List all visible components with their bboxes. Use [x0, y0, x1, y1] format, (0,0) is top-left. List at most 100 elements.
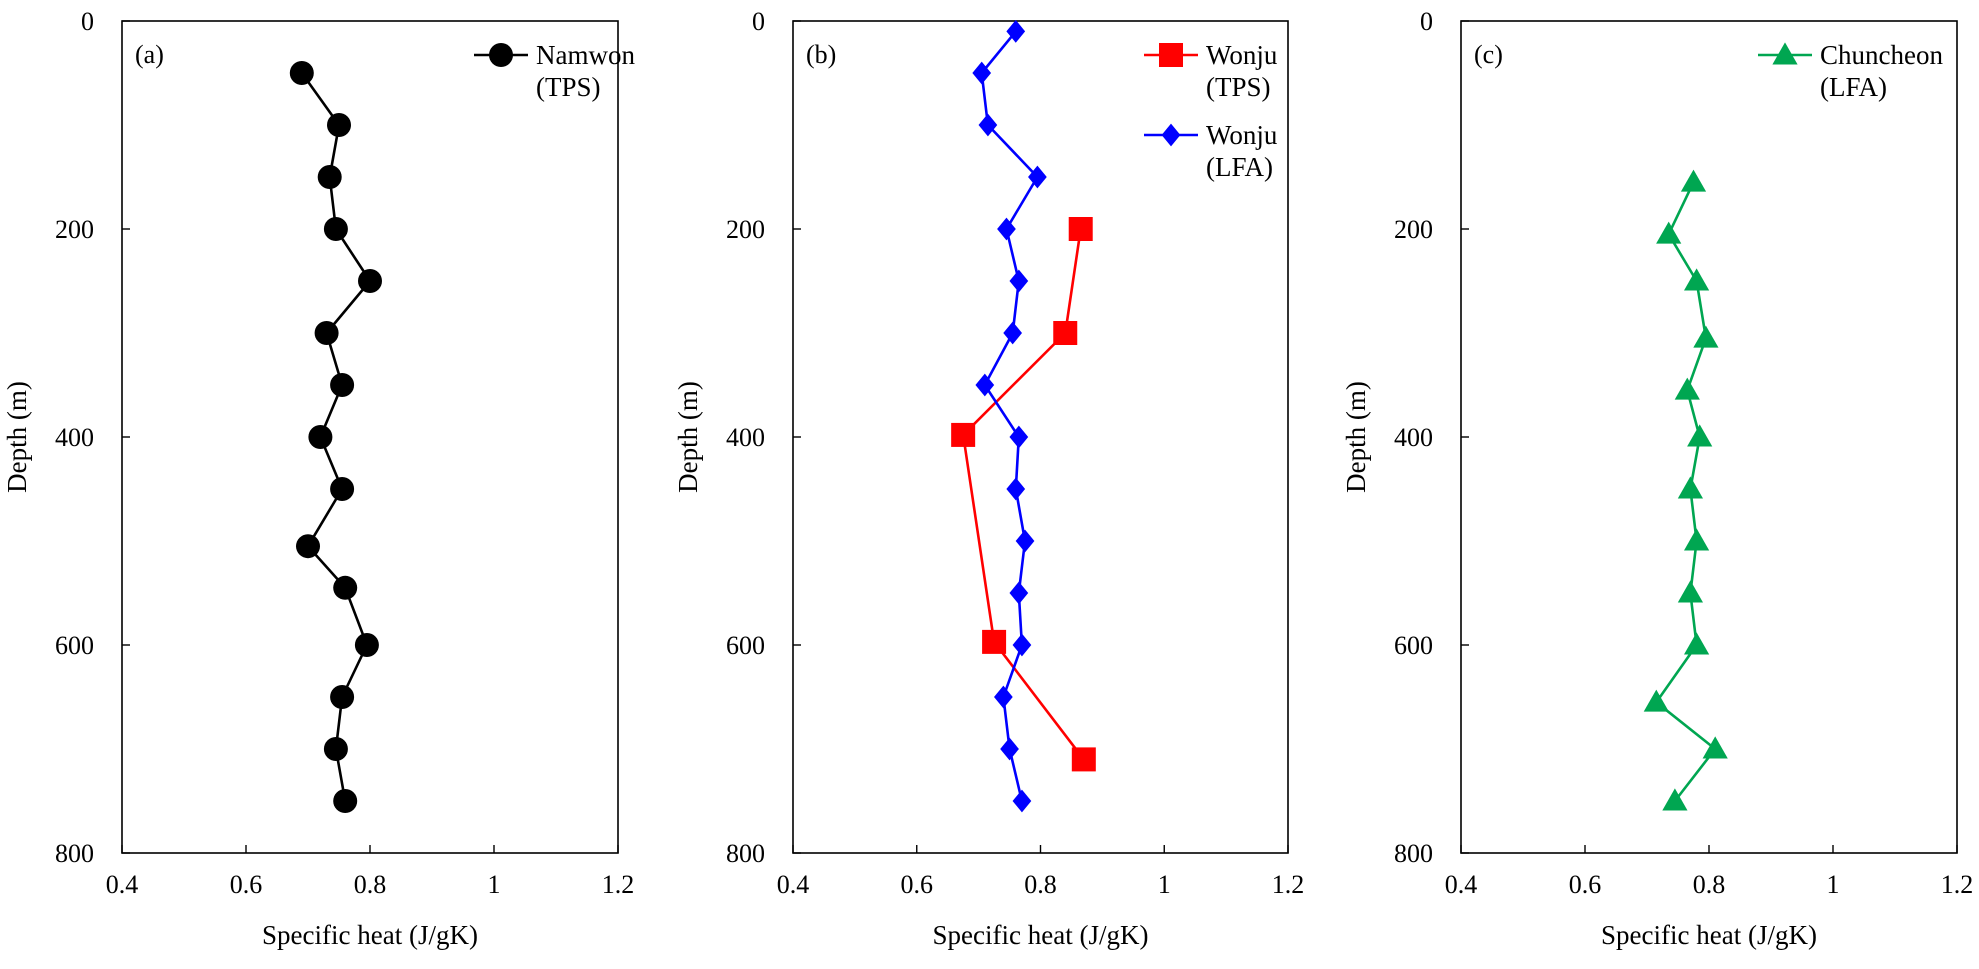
- legend-marker: [489, 43, 513, 67]
- data-point: [323, 737, 348, 761]
- data-point: [1053, 321, 1078, 345]
- data-point: [327, 113, 351, 137]
- y-tick-label: 200: [726, 215, 765, 244]
- legend-marker: [1772, 42, 1798, 65]
- data-point: [289, 61, 314, 85]
- data-point: [330, 685, 355, 709]
- data-point: [994, 685, 1013, 709]
- data-point: [358, 269, 382, 293]
- data-point: [982, 629, 1007, 654]
- y-axis-label: Depth (m): [673, 381, 703, 493]
- data-point: [314, 321, 339, 345]
- data-point: [1684, 528, 1710, 551]
- legend-label-sub: (LFA): [1206, 152, 1273, 182]
- x-tick-label: 0.4: [777, 870, 810, 899]
- data-point: [354, 633, 379, 657]
- y-tick-label: 200: [55, 215, 94, 244]
- legend-entry: Namwon(TPS): [474, 40, 635, 102]
- plot-frame: [121, 20, 619, 854]
- x-tick-label: 1: [1158, 870, 1171, 899]
- x-axis-label: Specific heat (J/gK): [933, 920, 1149, 950]
- data-point: [1028, 165, 1047, 189]
- x-tick-label: 0.8: [354, 870, 387, 899]
- chart-panel-1: 0.4 0.6 0.8 1 1.2 0 200 400 600 800 Specific heat …: [2, 7, 635, 950]
- data-point: [1003, 321, 1023, 345]
- y-tick-label: 600: [726, 631, 765, 660]
- data-point: [1656, 221, 1682, 244]
- data-point: [1687, 424, 1713, 447]
- data-point: [1006, 20, 1026, 43]
- y-tick-label: 800: [55, 839, 94, 868]
- series-square: [951, 217, 1096, 772]
- panel-label: (a): [135, 40, 164, 69]
- data-point: [1674, 377, 1700, 400]
- x-tick-label: 0.4: [1445, 870, 1478, 899]
- legend-label: Namwon: [536, 40, 635, 70]
- legend-marker: [1159, 43, 1183, 67]
- x-tick-label: 0.8: [1693, 870, 1726, 899]
- data-point: [951, 422, 976, 447]
- data-point: [1012, 633, 1032, 657]
- x-tick-label: 0.8: [1024, 870, 1057, 899]
- x-tick-label: 0.6: [1569, 870, 1602, 899]
- y-tick-label: 0: [752, 7, 765, 36]
- data-point: [978, 113, 998, 137]
- data-point: [1000, 737, 1019, 761]
- y-tick-label: 0: [81, 7, 94, 36]
- legend-label-sub: (TPS): [536, 72, 601, 102]
- y-tick-label: 400: [726, 423, 765, 452]
- y-tick-label: 600: [55, 631, 94, 660]
- data-point: [1643, 689, 1669, 712]
- data-point: [1009, 581, 1029, 605]
- data-point: [317, 165, 342, 189]
- data-point: [1015, 529, 1035, 553]
- y-tick-label: 0: [1420, 7, 1433, 36]
- data-point: [972, 61, 992, 85]
- chart-panel-2: 0.4 0.6 0.8 1 1.2 0 200 400 600 800 Specific heat …: [673, 7, 1304, 950]
- data-point: [997, 217, 1016, 241]
- panel-label: (c): [1474, 40, 1503, 69]
- y-tick-label: 800: [726, 839, 765, 868]
- y-tick-label: 800: [1394, 839, 1433, 868]
- x-axis-label: Specific heat (J/gK): [1601, 920, 1817, 950]
- legend-label: Chuncheon: [1820, 40, 1943, 70]
- chart-panel-3: 0.4 0.6 0.8 1 1.2 0 200 400 600 800 Specific heat …: [1341, 7, 1973, 950]
- x-tick-label: 0.4: [106, 870, 139, 899]
- series-triangle: [1643, 169, 1728, 811]
- data-point: [296, 534, 320, 559]
- panel-label: (b): [806, 40, 836, 69]
- data-point: [323, 217, 348, 241]
- plot-frame: [1460, 20, 1958, 854]
- x-axis-label: Specific heat (J/gK): [262, 920, 478, 950]
- y-tick-label: 600: [1394, 631, 1433, 660]
- legend-marker: [1161, 123, 1181, 147]
- legend-label-sub: (LFA): [1820, 72, 1887, 102]
- data-point: [1680, 169, 1707, 192]
- data-point: [1006, 477, 1026, 501]
- data-point: [333, 575, 358, 600]
- data-point: [1012, 789, 1032, 813]
- y-tick-label: 200: [1394, 215, 1433, 244]
- legend-label: Wonju: [1206, 40, 1278, 70]
- data-point: [1009, 425, 1029, 449]
- legend-entry: Wonju(LFA): [1144, 120, 1278, 182]
- x-tick-label: 0.6: [230, 870, 263, 899]
- data-point: [1693, 325, 1719, 348]
- x-tick-label: 1.2: [1941, 870, 1974, 899]
- data-point: [1071, 747, 1096, 772]
- data-point: [330, 477, 355, 501]
- data-point: [1068, 217, 1093, 241]
- data-point: [333, 789, 358, 813]
- data-point: [308, 425, 333, 449]
- data-point: [1677, 476, 1703, 499]
- legend-entry: Wonju(TPS): [1144, 40, 1278, 102]
- x-tick-label: 0.6: [901, 870, 934, 899]
- y-axis-label: Depth (m): [2, 381, 32, 493]
- series-diamond: [972, 20, 1047, 813]
- x-tick-label: 1: [1827, 870, 1840, 899]
- data-point: [330, 373, 355, 397]
- legend-label: Wonju: [1206, 120, 1278, 150]
- legend-entry: Chuncheon(LFA): [1758, 40, 1943, 102]
- series-line: [980, 30, 1039, 802]
